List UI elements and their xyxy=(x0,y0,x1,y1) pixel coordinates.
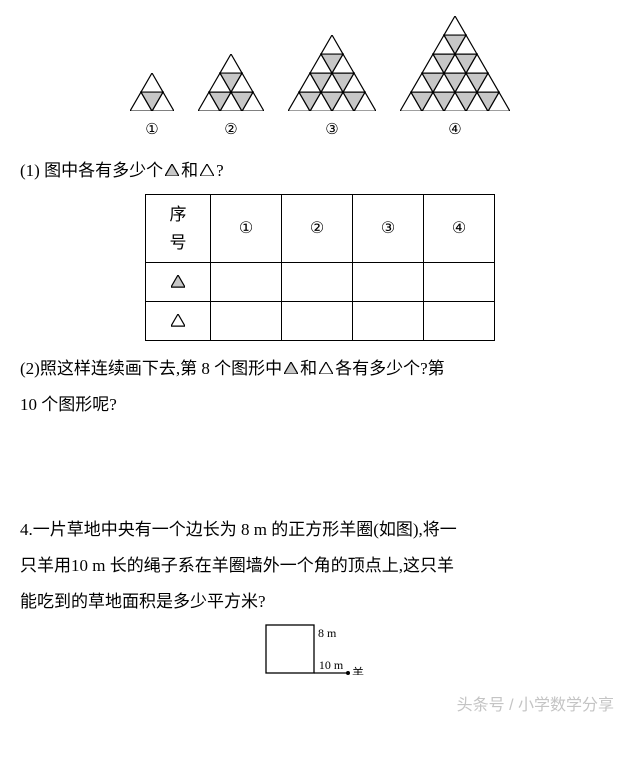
question-2-line2: 10 个图形呢? xyxy=(20,387,620,423)
col-2: ② xyxy=(282,195,353,262)
header0-l1: 序 xyxy=(170,205,187,224)
white-triangle-icon xyxy=(200,153,214,189)
header0-l2: 号 xyxy=(170,233,187,252)
col-4: ④ xyxy=(424,195,495,262)
sheep-pen-diagram: 8 m 10 m 羊 xyxy=(20,623,620,675)
question-4-line1: 4.一片草地中央有一个边长为 8 m 的正方形羊圈(如图),将一 xyxy=(20,512,620,548)
watermark: 头条号 / 小学数学分享 xyxy=(20,689,620,723)
shaded-triangle-icon xyxy=(165,153,179,189)
figure-label: ③ xyxy=(325,115,338,147)
table-cell xyxy=(211,262,282,301)
table-header-label: 序 号 xyxy=(146,195,211,262)
table-cell xyxy=(282,262,353,301)
figure-label: ② xyxy=(224,115,237,147)
svg-text:10 m: 10 m xyxy=(319,658,344,672)
question-1: (1) 图中各有多少个 和 ? xyxy=(20,153,620,189)
table-cell xyxy=(424,262,495,301)
table-cell xyxy=(282,301,353,340)
figure-2: ② xyxy=(198,54,264,147)
q2-prefix: (2)照这样连续画下去,第 8 个图形中 xyxy=(20,351,282,387)
q1-prefix: (1) 图中各有多少个 xyxy=(20,153,163,189)
table-cell xyxy=(424,301,495,340)
white-triangle-icon xyxy=(319,351,333,387)
triangle-figures: ① ② ③ ④ xyxy=(20,16,620,147)
q1-mid: 和 xyxy=(181,153,198,189)
figure-label: ① xyxy=(145,115,158,147)
answer-table: 序 号 ① ② ③ ④ xyxy=(145,194,495,340)
question-4-line3: 能吃到的草地面积是多少平方米? xyxy=(20,584,620,620)
table-cell xyxy=(353,301,424,340)
question-2-line1: (2)照这样连续画下去,第 8 个图形中 和 各有多少个?第 xyxy=(20,351,620,387)
figure-3: ③ xyxy=(288,35,376,147)
shaded-triangle-icon xyxy=(284,351,298,387)
spacer xyxy=(20,422,620,512)
row-white-symbol xyxy=(146,301,211,340)
question-4-line2: 只羊用10 m 长的绳子系在羊圈墙外一个角的顶点上,这只羊 xyxy=(20,548,620,584)
q1-suffix: ? xyxy=(216,153,224,189)
col-1: ① xyxy=(211,195,282,262)
table-cell xyxy=(353,262,424,301)
svg-text:8 m: 8 m xyxy=(318,626,337,640)
col-3: ③ xyxy=(353,195,424,262)
figure-label: ④ xyxy=(448,115,461,147)
figure-4: ④ xyxy=(400,16,510,147)
figure-1: ① xyxy=(130,73,174,147)
row-shaded-symbol xyxy=(146,262,211,301)
table-cell xyxy=(211,301,282,340)
q2-mid: 和 xyxy=(300,351,317,387)
svg-text:羊: 羊 xyxy=(352,665,364,675)
q2-suffix: 各有多少个?第 xyxy=(335,351,445,387)
